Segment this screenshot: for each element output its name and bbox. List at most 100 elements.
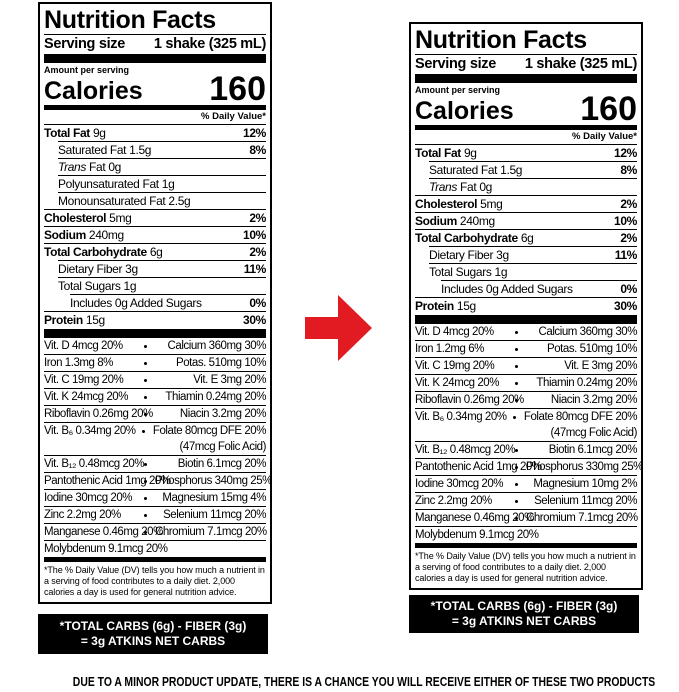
vitamin-left: Zinc 2.2mg 20%	[415, 495, 492, 507]
vitamin-right: Calcium 360mg 30%	[167, 340, 267, 352]
vitamin-row: Vit. D 4mcg 20% Calcium 360mg 30%	[44, 338, 266, 354]
separator-dot	[144, 396, 147, 399]
nutrient-name: Includes 0g Added Sugars	[70, 296, 202, 310]
vitamin-row: Vit. C 19mg 20% Vit. E 3mg 20%	[44, 371, 266, 388]
vitamin-right: Selenium 11mcg 20%	[163, 509, 266, 521]
vitamin-right: Folate 80mcg DFE 20%	[152, 425, 267, 437]
calories-label: Calories	[415, 97, 514, 125]
vitamin-right: Niacin 3.2mg 20%	[179, 408, 267, 420]
separator-dot	[515, 365, 518, 368]
nutrient-dv: 2%	[249, 211, 266, 225]
nutrient-name: Fat	[89, 160, 106, 174]
separator-dot	[515, 466, 518, 469]
separator-dot	[144, 413, 147, 416]
vitamin-row: Zinc 2.2mg 20% Selenium 11mcg 20%	[415, 492, 637, 509]
vitamin-row: Vit. B₁₂ 0.48mcg 20% Biotin 6.1mcg 20%	[415, 441, 637, 458]
vitamin-right-cell: Folate 80mcg DFE 20% (47mcg Folic Acid)	[152, 423, 267, 455]
nutrient-row: Sodium 240mg 10%	[415, 212, 637, 229]
amount-per-serving: Amount per serving	[44, 65, 130, 75]
thick-bar	[415, 315, 637, 324]
nutrition-label: Nutrition Facts Serving size 1 shake (325 …	[409, 22, 643, 590]
nutrient-dv: 12%	[243, 126, 266, 140]
nutrient-name: Sodium	[44, 228, 86, 242]
vitamin-right: Potas. 510mg 10%	[176, 357, 266, 369]
nutrient-row: Total Fat 9g 12%	[44, 124, 266, 141]
vitamin-right-cell: Selenium 11mcg 20%	[163, 507, 266, 523]
nutrient-row: Cholesterol 5mg 2%	[415, 195, 637, 212]
arrow	[305, 295, 372, 361]
nutrient-name: Monounsaturated Fat	[58, 194, 166, 208]
nutrient-dv: 11%	[243, 262, 267, 276]
serving-label: Serving size	[44, 36, 126, 52]
vitamin-right: Biotin 6.1mcg 20%	[177, 458, 267, 470]
vitamin-right: Vit. E 3mg 20%	[564, 360, 637, 372]
vitamin-row: Zinc 2.2mg 20% Selenium 11mcg 20%	[44, 506, 266, 523]
vitamin-left: Iodine 30mcg 20%	[415, 478, 504, 490]
medium-bar	[44, 557, 266, 562]
nutrient-row: Protein 15g 30%	[415, 297, 637, 314]
vitamin-right-cell: Chromium 7.1mcg 20%	[155, 524, 267, 540]
calories-value: 160	[580, 90, 637, 128]
vitamin-right: Potas. 510mg 10%	[547, 343, 637, 355]
separator-dot	[144, 531, 147, 534]
vitamin-right: Biotin 6.1mcg 20%	[548, 444, 638, 456]
vitamin-right-cell: Biotin 6.1mcg 20%	[177, 456, 267, 472]
nutrient-row: Includes 0g Added Sugars 0%	[70, 294, 266, 311]
label-title: Nutrition Facts	[415, 26, 587, 54]
separator-dot	[515, 449, 518, 452]
vitamin-right: Niacin 3.2mg 20%	[550, 394, 638, 406]
nutrient-name: Dietary Fiber	[429, 248, 494, 262]
vitamin-row: Vit. C 19mg 20% Vit. E 3mg 20%	[415, 357, 637, 374]
vitamin-right-cell: Biotin 6.1mcg 20%	[548, 442, 638, 458]
vitamin-row: Manganese 0.46mg 20% Chromium 7.1mcg 20%	[44, 523, 267, 540]
vitamin-right: Magnesium 15mg 4%	[162, 492, 266, 504]
vitamin-left: Molybdenum 9.1mcg 20%	[44, 543, 168, 555]
nutrient-row: Dietary Fiber 3g 11%	[58, 260, 266, 277]
nutrient-amount: 3g	[125, 262, 138, 276]
vitamin-right-cell: Thiamin 0.24mg 20%	[165, 389, 266, 405]
vitamin-row: Vit. K 24mcg 20% Thiamin 0.24mg 20%	[44, 388, 266, 405]
nutrient-amount: 9g	[463, 146, 477, 160]
vitamin-row: Molybdenum 9.1mcg 20%	[44, 540, 266, 557]
vitamin-right: Thiamin 0.24mg 20%	[536, 377, 637, 389]
nutrient-dv: 10%	[243, 228, 266, 242]
nutrient-name: Cholesterol	[415, 197, 478, 211]
vitamin-right-cell: Potas. 510mg 10%	[176, 355, 266, 371]
nutrient-amount: 3g	[496, 248, 509, 262]
nutrient-row: Cholesterol 5mg 2%	[44, 209, 266, 226]
separator-dot	[144, 362, 147, 365]
vitamin-left: Riboflavin 0.26mg 20%	[415, 394, 524, 406]
vitamin-right: Vit. E 3mg 20%	[193, 374, 266, 386]
nutrient-row: Sodium 240mg 10%	[44, 226, 266, 243]
daily-value-header: % Daily Value*	[572, 131, 637, 142]
separator-dot	[515, 483, 518, 486]
vitamin-right: Magnesium 10mg 2%	[533, 478, 637, 490]
nutrient-row: Total Carbohydrate 6g 2%	[415, 229, 637, 246]
nutrient-name: Includes 0g Added Sugars	[441, 282, 573, 296]
nutrient-name: Total Fat	[44, 126, 90, 140]
nutrient-prefix: Trans	[58, 160, 87, 174]
vitamin-left: Iodine 30mcg 20%	[44, 492, 133, 504]
vitamin-right-cell: Potas. 510mg 10%	[547, 341, 637, 357]
vitamin-right-cell: Phosphorus 340mg 25%	[155, 473, 272, 489]
vitamin-left: Iron 1.3mg 8%	[44, 357, 113, 369]
nutrient-name: Total Carbohydrate	[415, 231, 518, 245]
vitamin-left: Vit. B₁₂ 0.48mcg 20%	[415, 444, 516, 456]
nutrient-row: Includes 0g Added Sugars 0%	[441, 280, 637, 297]
nutrient-row: Total Sugars 1g	[429, 263, 637, 280]
separator-dot	[515, 382, 518, 385]
nutrient-amount: 1.5g	[129, 143, 152, 157]
serving-size: Serving size 1 shake (325 mL)	[415, 54, 637, 73]
daily-value-header: % Daily Value*	[201, 111, 266, 122]
nutrition-label: Nutrition Facts Serving size 1 shake (325 …	[38, 2, 272, 604]
nutrient-amount: 15g	[456, 299, 476, 313]
vitamin-right-cell: Calcium 360mg 30%	[539, 324, 638, 340]
separator-dot	[141, 430, 145, 433]
net-carbs-line: *TOTAL CARBS (6g) - FIBER (3g)	[59, 619, 247, 633]
nutrient-row: Total Carbohydrate 6g 2%	[44, 243, 266, 260]
nutrient-row: Total Sugars 1g	[58, 277, 266, 294]
medium-bar	[415, 543, 637, 548]
vitamin-row: Vit. B₆ 0.34mg 20% Folate 80mcg DFE 20% (4…	[44, 422, 266, 455]
net-carbs-box: *TOTAL CARBS (6g) - FIBER (3g) = 3g ATKIN…	[409, 595, 639, 633]
vitamin-row: Riboflavin 0.26mg 20% Niacin 3.2mg 20%	[44, 405, 266, 422]
